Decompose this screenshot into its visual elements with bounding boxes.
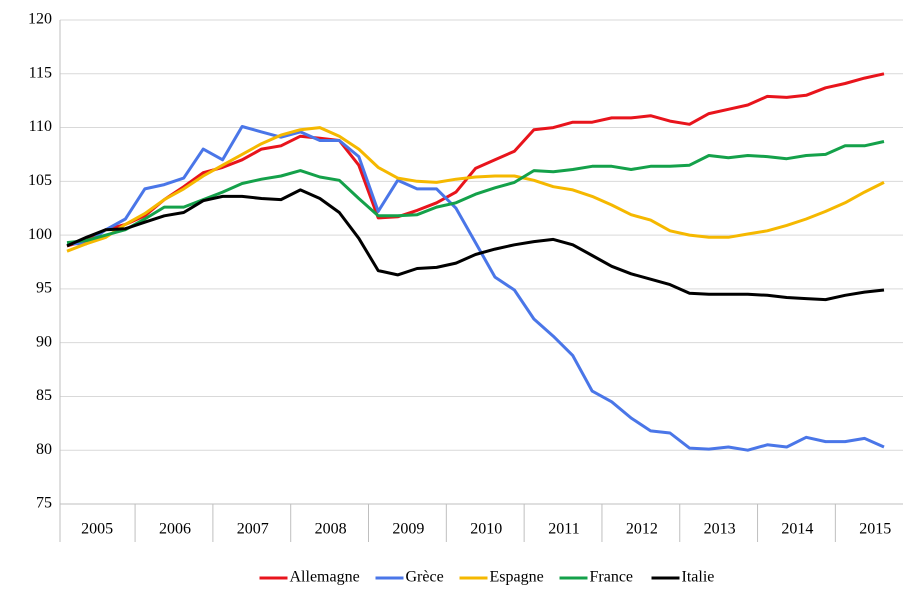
y-tick-label: 110 [29,118,52,135]
x-tick-label: 2010 [470,521,502,538]
legend-label: Italie [682,569,715,586]
y-tick-label: 80 [36,441,52,458]
x-tick-label: 2011 [548,521,579,538]
line-series [66,140,885,245]
y-tick-label: 90 [36,333,52,350]
line-series [67,125,885,452]
x-tick-label: 2015 [859,521,891,538]
x-tick-label: 2013 [704,521,736,538]
x-tick-label: 2012 [626,521,658,538]
x-tick-label: 2009 [392,521,424,538]
legend-label: Espagne [490,569,544,586]
x-tick-label: 2008 [315,521,347,538]
x-tick-label: 2007 [237,521,269,538]
line-series [66,126,885,253]
legend-label: France [590,569,634,586]
y-tick-label: 120 [28,11,52,28]
x-tick-label: 2005 [81,521,113,538]
line-series [66,72,885,248]
line-series [66,188,885,302]
y-tick-label: 100 [28,226,52,243]
y-tick-label: 105 [28,172,52,189]
legend-label: Allemagne [290,569,360,586]
legend-label: Grèce [406,569,444,586]
x-tick-label: 2006 [159,521,191,538]
y-tick-label: 75 [36,495,52,512]
y-tick-label: 95 [36,280,52,297]
x-tick-label: 2014 [781,521,813,538]
y-tick-label: 85 [36,387,52,404]
y-tick-label: 115 [29,64,52,81]
